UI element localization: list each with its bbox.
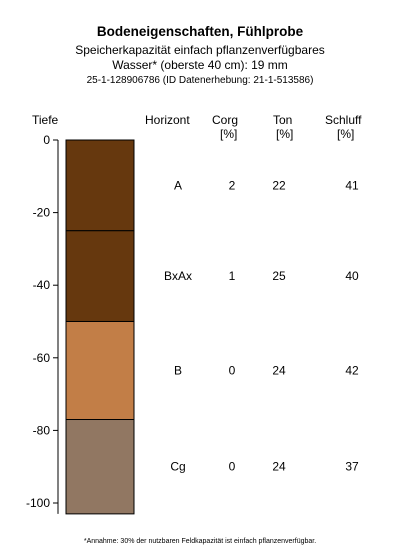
- y-tick-label: -80: [33, 423, 51, 437]
- horizon-name: BxAx: [164, 269, 192, 283]
- subtitle-line-3: 25-1-128906786 (ID Datenerhebung: 21-1-5…: [86, 75, 314, 86]
- header-schluff: Schluff: [325, 113, 362, 127]
- header-ton-unit: [%]: [276, 127, 294, 141]
- corg-value: 1: [229, 269, 236, 283]
- chart-title: Bodeneigenschaften, Fühlprobe: [96, 24, 304, 39]
- header-horizon: Horizont: [145, 113, 190, 127]
- header-corg: Corg: [212, 113, 239, 127]
- schluff-value: 41: [345, 178, 359, 192]
- subtitle-line-1: Speicherkapazität einfach pflanzenverfüg…: [75, 43, 325, 57]
- horizon-name: Cg: [170, 460, 185, 474]
- horizon-layer: [65, 419, 135, 515]
- y-tick-label: -60: [33, 351, 51, 365]
- corg-value: 0: [229, 460, 236, 474]
- schluff-value: 37: [345, 460, 359, 474]
- horizon-layer: [65, 139, 135, 232]
- schluff-value: 40: [345, 269, 359, 283]
- horizon-layer: [65, 321, 135, 421]
- header-depth: Tiefe: [32, 113, 59, 127]
- ton-value: 22: [272, 178, 286, 192]
- y-tick-label: -20: [33, 206, 51, 220]
- footnote: *Annahme: 30% der nutzbaren Feldkapazitä…: [83, 538, 317, 545]
- subtitle-line-2: Wasser* (oberste 40 cm): 19 mm: [112, 58, 288, 72]
- y-tick-label: 0: [43, 133, 50, 147]
- header-schluff-unit: [%]: [337, 127, 355, 141]
- ton-value: 25: [272, 269, 286, 283]
- schluff-value: 42: [345, 364, 359, 378]
- horizon-name: B: [174, 364, 182, 378]
- header-corg-unit: [%]: [220, 127, 238, 141]
- ton-value: 24: [272, 460, 286, 474]
- corg-value: 2: [229, 178, 236, 192]
- horizon-name: A: [174, 178, 182, 192]
- horizon-layer: [65, 230, 135, 322]
- y-tick-label: -40: [33, 278, 51, 292]
- y-tick-label: -100: [26, 496, 50, 510]
- ton-value: 24: [272, 364, 286, 378]
- corg-value: 0: [229, 364, 236, 378]
- header-ton: Ton: [273, 113, 293, 127]
